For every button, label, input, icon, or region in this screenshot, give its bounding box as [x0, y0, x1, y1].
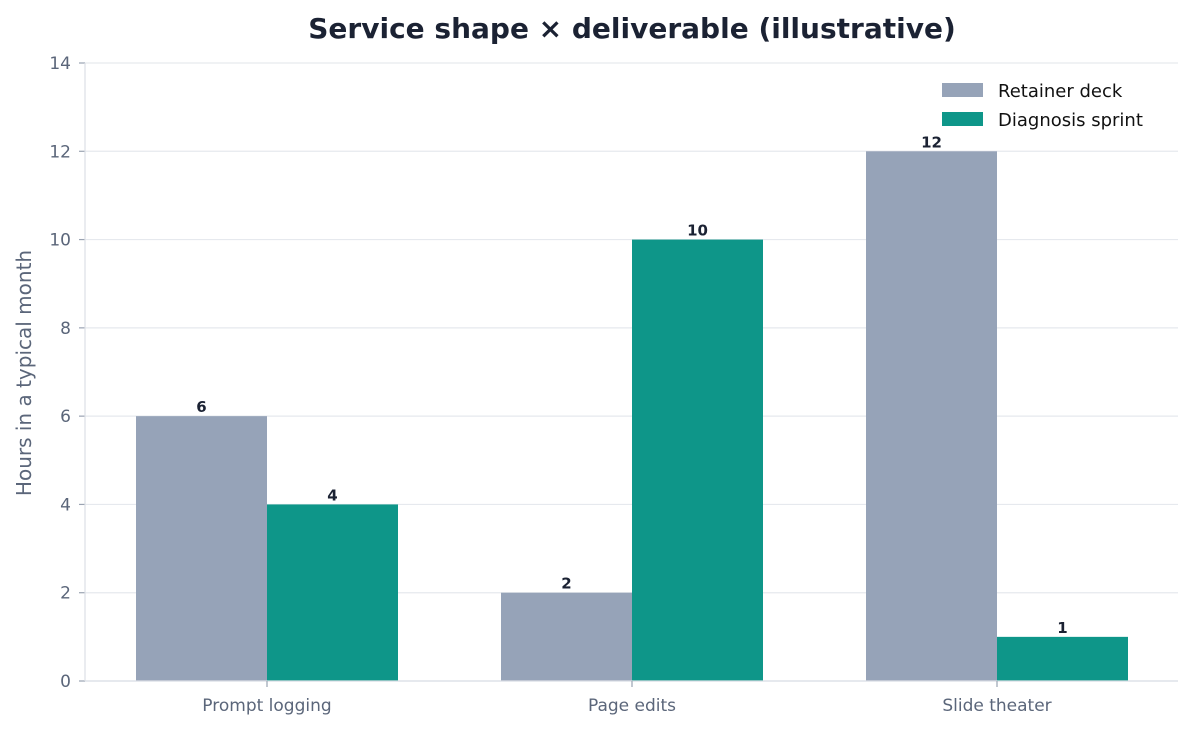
bar — [136, 416, 267, 681]
bar — [632, 239, 763, 682]
legend-swatch — [942, 83, 983, 97]
y-axis-label: Hours in a typical month — [12, 250, 36, 496]
bar — [501, 592, 632, 681]
bar-value-label: 1 — [1057, 619, 1067, 637]
legend: Retainer deck Diagnosis sprint — [942, 81, 1143, 131]
y-tick-label: 12 — [49, 142, 71, 162]
bar-labels-layer: 6 4 2 10 12 1 — [196, 133, 1067, 637]
bar-value-label: 4 — [327, 486, 337, 504]
bar — [997, 636, 1128, 681]
bar — [866, 151, 997, 682]
y-tick-label: 10 — [49, 231, 71, 251]
x-tick-label: Prompt logging — [202, 696, 331, 716]
bar — [267, 504, 398, 681]
bar-value-label: 10 — [687, 222, 708, 240]
bar-value-label: 6 — [196, 398, 206, 416]
y-tick-label: 6 — [60, 407, 71, 427]
y-tick-label: 0 — [60, 672, 71, 692]
y-tick-label: 2 — [60, 584, 71, 604]
bars-layer — [136, 151, 1128, 682]
x-tick-label: Page edits — [588, 696, 676, 716]
legend-label: Diagnosis sprint — [998, 110, 1143, 131]
legend-swatch — [942, 112, 983, 126]
y-tick-label: 4 — [60, 495, 71, 515]
bar-value-label: 12 — [921, 133, 942, 151]
y-tick-label: 8 — [60, 319, 71, 339]
legend-label: Retainer deck — [998, 81, 1123, 102]
bar-value-label: 2 — [561, 575, 571, 593]
y-tick-label: 14 — [49, 54, 71, 74]
x-tick-label: Slide theater — [942, 696, 1051, 716]
chart-title: Service shape × deliverable (illustrativ… — [308, 12, 956, 45]
